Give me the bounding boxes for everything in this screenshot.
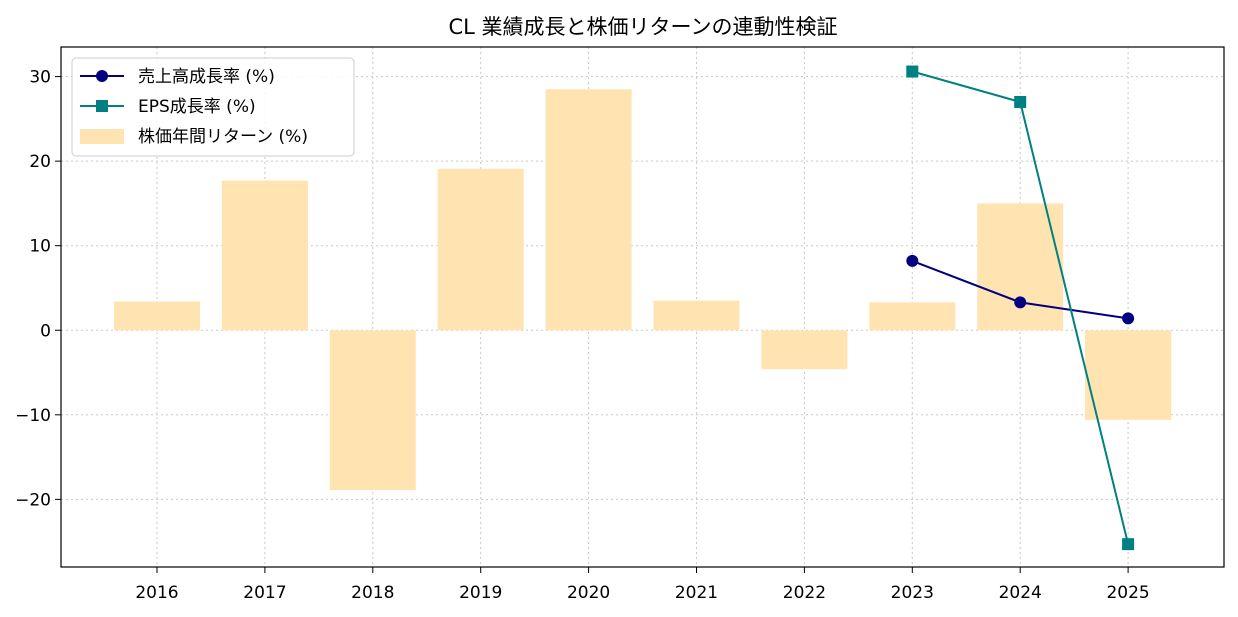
legend-box	[71, 57, 355, 157]
return-bar	[761, 330, 848, 370]
return-bar	[221, 180, 308, 331]
data-point	[906, 254, 919, 267]
y-tick-label: 10	[29, 237, 51, 257]
return-bar	[869, 302, 956, 331]
x-tick-label: 2023	[891, 583, 934, 603]
x-tick-label: 2019	[459, 583, 502, 603]
bars	[114, 89, 1172, 491]
data-point	[906, 65, 919, 78]
y-tick-label: 0	[40, 321, 51, 341]
data-point	[1014, 296, 1027, 309]
return-bar	[114, 301, 200, 331]
return-bar	[653, 300, 740, 331]
x-tick-label: 2025	[1106, 583, 1149, 603]
x-tick-label: 2022	[783, 583, 826, 603]
data-point	[1014, 95, 1027, 108]
y-tick-label: 30	[29, 68, 51, 88]
return-bar	[1085, 330, 1172, 420]
return-bar	[977, 203, 1064, 331]
y-tick-label: −10	[15, 406, 51, 426]
data-point	[1122, 538, 1135, 551]
axes: 2016 2017 2018 2019 2020 2021 2022 2023 2024 2025…	[15, 46, 1225, 603]
data-point	[1122, 312, 1135, 325]
return-bar	[545, 89, 632, 331]
x-tick-label: 2020	[567, 583, 610, 603]
legend-marker	[96, 100, 108, 112]
lines	[906, 65, 1135, 551]
plot-frame	[60, 46, 1225, 568]
legend: 売上高成長率 (%) EPS成長率 (%) 株価年間リターン (%)	[71, 57, 355, 157]
return-bar	[437, 168, 524, 331]
x-tick-label: 2021	[675, 583, 718, 603]
x-tick-label: 2018	[351, 583, 394, 603]
x-tick-label: 2024	[999, 583, 1042, 603]
y-tick-label: −20	[15, 490, 51, 510]
x-tick-label: 2017	[243, 583, 286, 603]
legend-label: EPS成長率 (%)	[138, 97, 256, 117]
legend-label: 株価年間リターン (%)	[138, 127, 308, 147]
x-tick-label: 2016	[135, 583, 178, 603]
legend-label: 売上高成長率 (%)	[138, 67, 275, 87]
legend-swatch	[80, 129, 124, 144]
legend-marker	[96, 70, 108, 82]
return-bar	[329, 330, 416, 491]
y-tick-label: 20	[29, 152, 51, 172]
chart-title: CL 業績成長と株価リターンの連動性検証	[449, 15, 838, 39]
